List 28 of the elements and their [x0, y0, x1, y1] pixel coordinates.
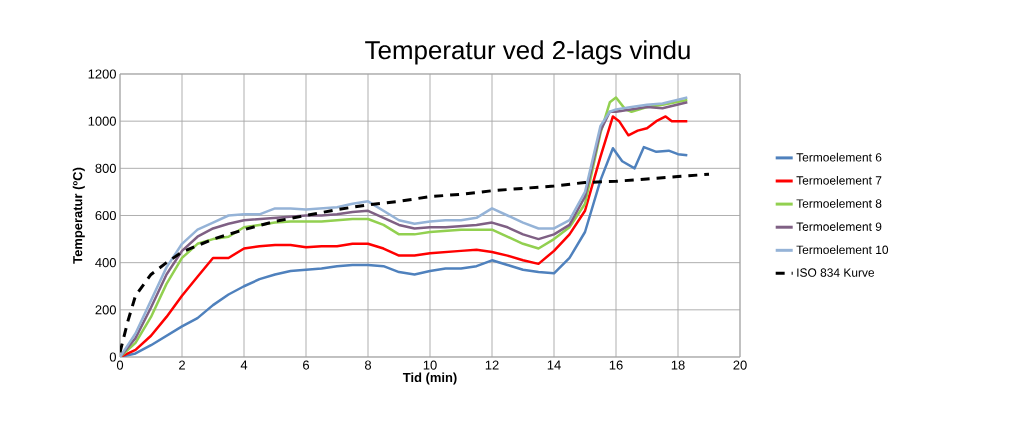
y-tick-label: 0: [109, 352, 116, 362]
x-tick-label: 0: [116, 360, 124, 370]
chart-title: Temperatur ved 2-lags vindu: [365, 40, 690, 65]
x-tick-label: 18: [671, 360, 685, 370]
x-tick-label: 4: [240, 360, 248, 370]
x-tick-label: 20: [733, 360, 747, 370]
y-tick-label: 1200: [88, 69, 116, 79]
y-tick-label: 200: [95, 305, 116, 315]
x-tick-label: 10: [423, 360, 437, 370]
x-tick-label: 2: [179, 360, 185, 370]
legend-label: Termoelement 6: [796, 152, 882, 162]
x-axis-title: Tid (min): [402, 372, 457, 385]
x-tick-label: 12: [485, 360, 499, 370]
legend-label: Termoelement 8: [796, 199, 882, 208]
x-tick-label: 8: [364, 360, 372, 370]
legend-label: Termoelement 10: [796, 245, 889, 255]
legend-label: Termoelement 7: [796, 175, 882, 185]
y-tick-label: 800: [95, 163, 116, 173]
y-tick-label: 1000: [88, 116, 116, 126]
y-tick-label: 600: [95, 210, 116, 221]
y-tick-label: 400: [95, 258, 116, 268]
y-axis-title: Temperatur (ºC): [72, 167, 85, 264]
x-tick-label: 16: [609, 360, 623, 370]
legend-label: ISO 834 Kurve: [797, 268, 875, 277]
legend-label: Termoelement 9: [796, 222, 882, 231]
x-tick-label: 6: [303, 360, 310, 370]
x-tick-label: 14: [547, 360, 561, 370]
line-series: [120, 172, 711, 354]
